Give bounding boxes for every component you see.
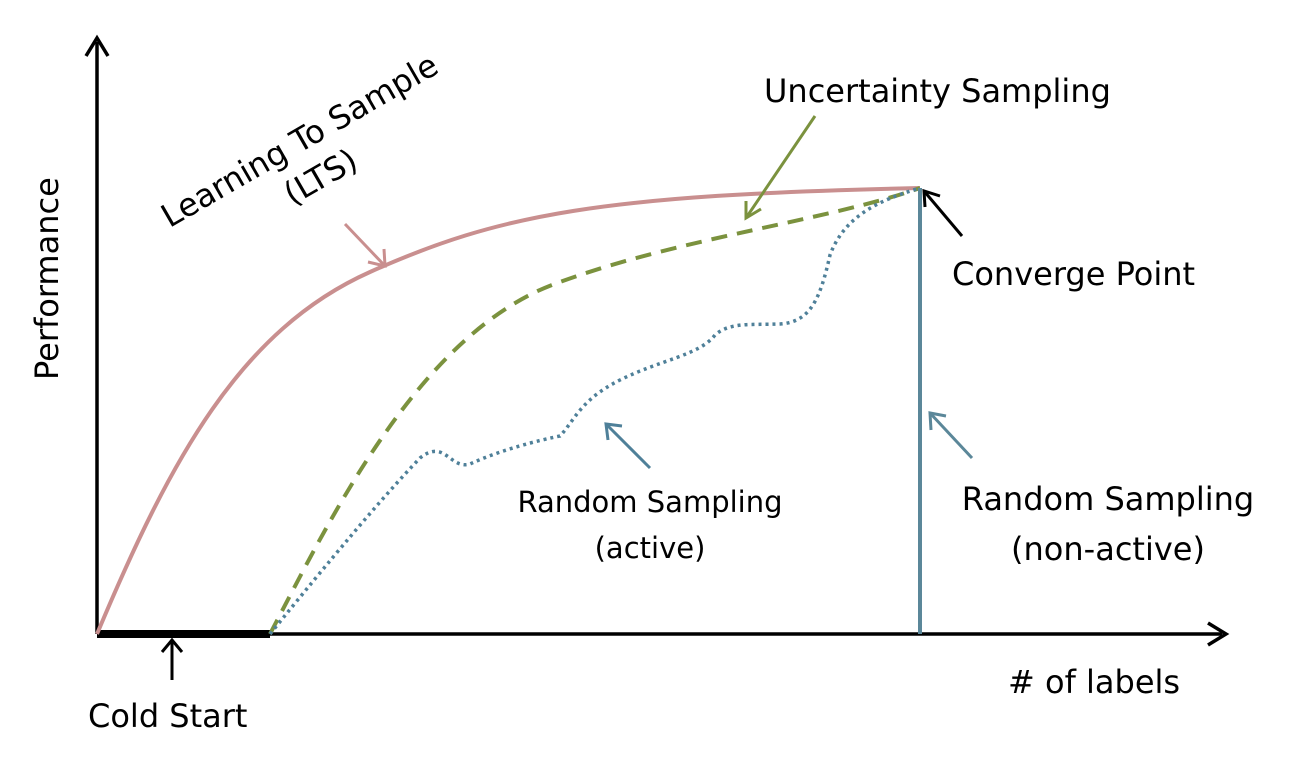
random-non-active-pointer-arrow-icon [928,411,974,460]
random-active-curve [268,186,921,636]
y-axis-arrow-icon [84,34,110,57]
uncertainty-label: Uncertainty Sampling [764,72,1111,110]
random-active-label-line1: Random Sampling [517,485,782,519]
lts-curve [95,186,921,635]
x-axis-label: # of labels [1008,663,1180,701]
x-axis-arrow-icon [1207,621,1230,647]
converge-label: Converge Point [952,255,1195,293]
uncertainty-pointer-arrow-icon [744,115,817,221]
cold-start-pointer-arrow-icon [160,637,184,680]
random-active-pointer-arrow-icon [604,422,652,470]
axes [84,34,1230,647]
y-axis-label: Performance [28,177,66,380]
uncertainty-curve [268,186,921,635]
converge-pointer-arrow-icon [922,188,964,237]
cold-start-label: Cold Start [88,697,247,735]
random-non-active-label-line1: Random Sampling [962,480,1254,518]
random-active-label-line2: (active) [595,531,706,565]
lts-label: Learning To Sample (LTS) [154,46,444,235]
lts-pointer-arrow-icon [343,222,387,268]
random-non-active-label-line2: (non-active) [1011,530,1205,568]
